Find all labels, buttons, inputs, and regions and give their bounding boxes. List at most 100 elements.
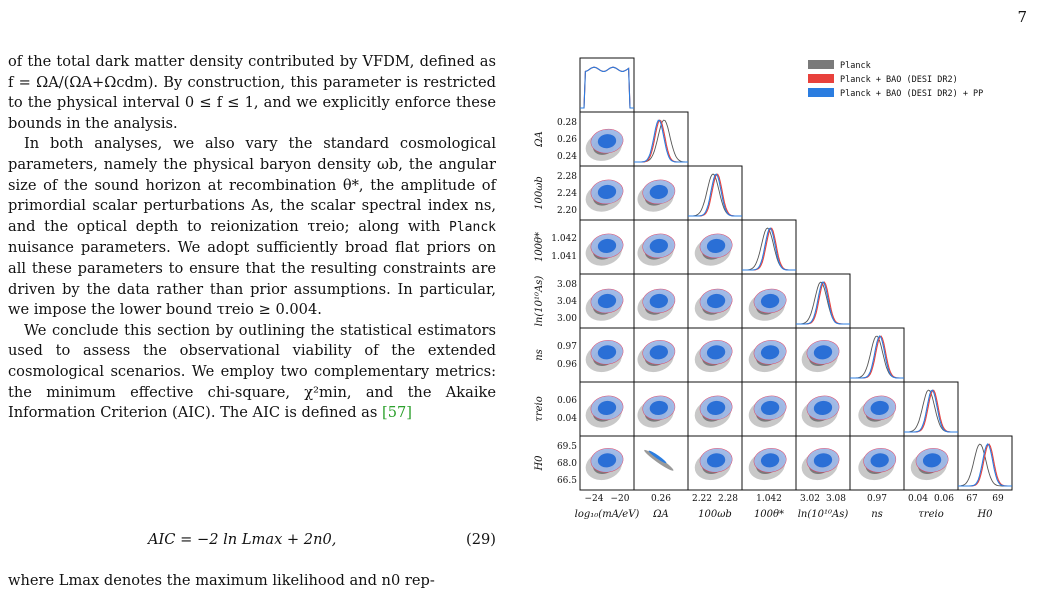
- ytick-7-0: 69.5: [557, 442, 577, 452]
- contour-bao-1s-5-4: [813, 345, 833, 360]
- ylabel-4: ln(10¹⁰As): [534, 276, 545, 327]
- contour-bao-1s-7-6: [922, 453, 942, 468]
- marginal-planck-0: [580, 66, 634, 109]
- ytick-1-0: 0.28: [557, 118, 577, 128]
- xtick-4-0: 3.02: [800, 494, 820, 504]
- paragraph-2: In both analyses, we also vary the stand…: [8, 135, 496, 319]
- contour-bao-1s-5-0: [597, 345, 617, 360]
- ylabel-7: H0: [534, 455, 545, 472]
- ytick-2-0: 2.28: [557, 172, 577, 182]
- contour-bao-1s-2-0: [597, 184, 617, 199]
- marginal-bao-pp-0: [580, 66, 634, 109]
- ylabel-2: 100ωb: [534, 176, 545, 210]
- contour-bao-1s-3-2: [706, 238, 726, 253]
- panel-6-6: [903, 381, 959, 437]
- legend-label-2: Planck + BAO (DESI DR2) + PP: [840, 89, 983, 99]
- contour-bao-1s-2-1: [649, 184, 668, 199]
- ytick-1-1: 0.26: [557, 135, 577, 145]
- citation-link[interactable]: [57]: [382, 404, 412, 422]
- panel-7-7: [957, 435, 1013, 491]
- body-text-column: of the total dark matter density contrib…: [8, 52, 496, 424]
- marginal-bao-6: [904, 389, 958, 433]
- xtick-7-0: 67: [966, 494, 978, 504]
- legend-label-1: Planck + BAO (DESI DR2): [840, 75, 958, 85]
- xtick-2-0: 2.22: [692, 494, 712, 504]
- ytick-7-2: 66.5: [557, 476, 577, 486]
- contour-bao-1s-5-1: [649, 345, 668, 360]
- xlabel-7: H0: [976, 509, 993, 520]
- ytick-1-2: 0.24: [557, 152, 577, 162]
- ytick-6-1: 0.04: [557, 414, 577, 424]
- contour-bao-1s-7-5: [870, 453, 889, 468]
- legend-label-0: Planck: [840, 61, 871, 71]
- ylabel-5: ns: [534, 349, 545, 361]
- contour-bao-1s-4-0: [597, 293, 617, 309]
- contour-bao-1s-5-2: [706, 345, 726, 360]
- ytick-7-1: 68.0: [557, 459, 577, 469]
- marginal-bao-pp-2: [688, 173, 742, 217]
- xtick-7-1: 69: [992, 494, 1004, 504]
- xtick-4-1: 3.08: [826, 494, 846, 504]
- marginal-bao-3: [742, 227, 796, 271]
- panel-0-0: [579, 57, 635, 113]
- ytick-4-2: 3.00: [557, 314, 577, 324]
- panel-1-1: [633, 111, 689, 167]
- marginal-bao-pp-3: [742, 227, 796, 271]
- xlabel-3: 100θ*: [754, 509, 784, 520]
- ytick-2-1: 2.24: [557, 189, 577, 199]
- marginal-bao-pp-6: [904, 389, 958, 433]
- marginal-bao-pp-7: [958, 443, 1012, 487]
- legend-swatch-0: [808, 60, 834, 69]
- marginal-bao-2: [688, 173, 742, 217]
- contour-bao-1s-6-5: [870, 400, 889, 415]
- contour-bao-1s-6-0: [597, 400, 617, 415]
- marginal-bao-pp-4: [796, 281, 850, 325]
- panel-2-2: [687, 165, 743, 221]
- triangle-corner-plot: 0.28 0.26 0.24 ΩA 2.28 2.24 2.20 100ωb 1.042 1.04…: [534, 57, 1013, 520]
- ytick-3-1: 1.041: [551, 252, 577, 262]
- ytick-5-1: 0.96: [557, 360, 577, 370]
- xlabel-4: ln(10¹⁰As): [798, 509, 849, 520]
- contour-bao-1s-1-0: [597, 134, 617, 149]
- contour-bao-1s-6-3: [760, 400, 780, 415]
- contour-bao-1s-6-4: [813, 400, 833, 415]
- contour-bao-1s-4-1: [649, 293, 668, 309]
- xtick-6-0: 0.04: [908, 494, 928, 504]
- ytick-2-2: 2.20: [557, 206, 577, 216]
- trailing-text: where Lmax denotes the maximum likelihoo…: [8, 572, 435, 589]
- contour-planck-7-1: [644, 449, 674, 471]
- panel-3-3: [741, 219, 797, 275]
- ylabel-3: 100θ*: [534, 232, 545, 262]
- contour-bao-1s-7-0: [597, 453, 617, 468]
- contour-bao-1s-7-3: [760, 453, 780, 468]
- contour-bao-1s-7-4: [813, 453, 833, 468]
- marginal-planck-2: [688, 173, 742, 217]
- contour-bao-1s-4-3: [760, 293, 780, 309]
- ytick-4-0: 3.08: [557, 280, 577, 290]
- marginal-bao-4: [796, 281, 850, 325]
- paragraph-3: We conclude this section by outlining th…: [8, 321, 496, 422]
- page-number: 7: [1017, 8, 1027, 26]
- equation-expression: AIC = −2 ln Lmax + 2n0,: [148, 531, 337, 548]
- marginal-bao-pp-5: [850, 335, 904, 379]
- equation-number: (29): [466, 531, 496, 548]
- xtick-0-0: −24: [585, 494, 604, 504]
- legend-swatch-1: [808, 74, 834, 83]
- planck-inline-code: Planck: [449, 219, 496, 235]
- ylabel-1: ΩA: [534, 131, 545, 148]
- ytick-4-1: 3.04: [557, 297, 577, 307]
- contour-bao-7-1: [648, 450, 667, 464]
- contour-bao-1s-7-2: [706, 453, 726, 468]
- legend-swatch-2: [808, 88, 834, 97]
- xtick-1-0: 0.26: [651, 494, 671, 504]
- contour-bao-1s-3-0: [597, 238, 617, 253]
- ylabel-6: τreio: [534, 396, 545, 421]
- xtick-3-0: 1.042: [756, 494, 782, 504]
- contour-bao-1s-6-2: [706, 400, 726, 415]
- contour-bao-1s-4-2: [706, 293, 726, 309]
- contour-bao-1s-5-3: [760, 345, 780, 360]
- xlabel-6: τreio: [918, 509, 943, 520]
- marginal-planck-6: [904, 389, 958, 433]
- paragraph-1: of the total dark matter density contrib…: [8, 53, 496, 132]
- marginal-planck-4: [796, 281, 850, 325]
